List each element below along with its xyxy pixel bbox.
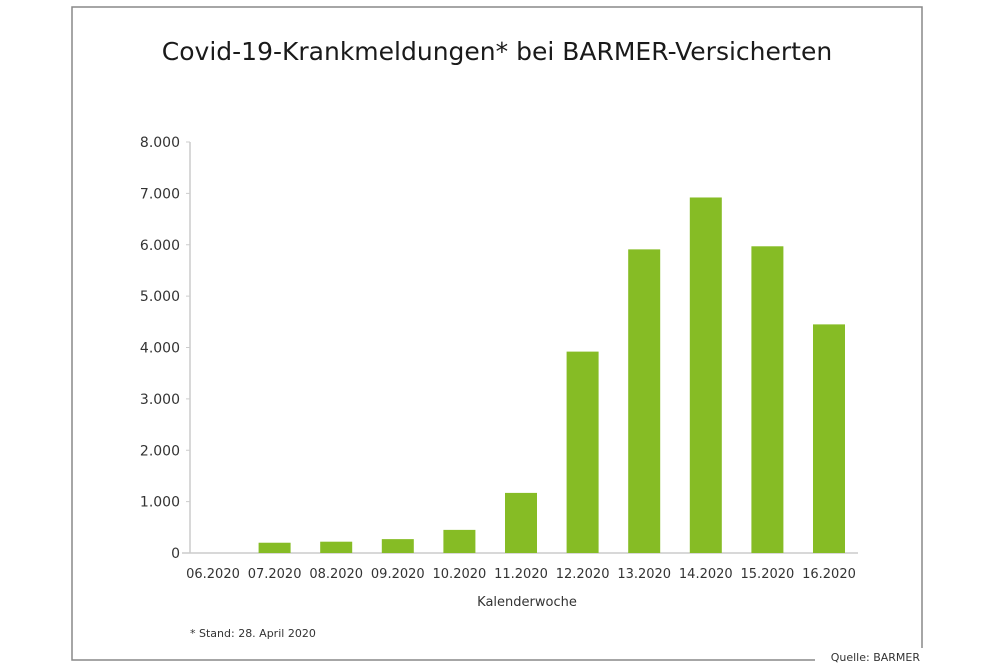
x-tick-label: 06.2020: [186, 567, 240, 582]
bar-14.2020: [689, 197, 722, 554]
bar-15.2020: [751, 246, 784, 553]
bar-16.2020: [813, 324, 845, 553]
x-tick-label: 12.2020: [556, 567, 610, 582]
bar-08.2020: [320, 541, 353, 553]
x-tick-label: 10.2020: [433, 567, 487, 582]
bar-11.2020: [505, 492, 537, 553]
x-tick-label: 15.2020: [741, 567, 795, 582]
y-tick-label: 0: [171, 546, 180, 562]
x-tick-label: 09.2020: [371, 567, 425, 582]
x-tick-label: 07.2020: [248, 567, 302, 582]
chart-title: Covid-19-Krankmeldungen* bei BARMER-Vers…: [162, 37, 832, 66]
bar-10.2020: [443, 529, 476, 553]
y-tick-label: 3.000: [140, 392, 180, 408]
source-mask: [815, 648, 930, 666]
bar-09.2020: [381, 539, 414, 553]
y-tick-label: 8.000: [140, 135, 180, 151]
y-tick-label: 1.000: [140, 495, 180, 511]
y-tick-label: 2.000: [140, 443, 180, 459]
footnote: * Stand: 28. April 2020: [190, 627, 316, 640]
x-tick-label: 14.2020: [679, 567, 733, 582]
y-tick-label: 7.000: [140, 186, 180, 202]
chart-frame: [71, 6, 923, 661]
bar-07.2020: [258, 542, 291, 553]
x-axis-label: Kalenderwoche: [477, 595, 577, 610]
y-tick-label: 4.000: [140, 341, 180, 357]
x-tick-label: 08.2020: [309, 567, 363, 582]
y-tick-label: 6.000: [140, 238, 180, 254]
source-label: Quelle: BARMER: [831, 651, 921, 664]
x-tick-label: 13.2020: [617, 567, 671, 582]
bar-13.2020: [628, 249, 661, 553]
x-tick-label: 11.2020: [494, 567, 548, 582]
y-tick-label: 5.000: [140, 289, 180, 305]
x-tick-label: 16.2020: [802, 567, 856, 582]
bar-12.2020: [566, 351, 599, 553]
